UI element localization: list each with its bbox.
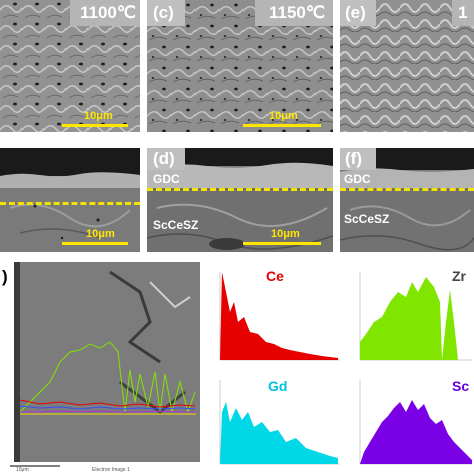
panel-label-f: (f) bbox=[345, 149, 362, 168]
temperature-label-a: 1100℃ bbox=[80, 3, 136, 22]
sc-linescan bbox=[20, 410, 195, 413]
label-box-g: ) bbox=[0, 262, 14, 292]
eds-label-sc: Sc bbox=[452, 378, 470, 394]
eds-label-gd: Gd bbox=[268, 378, 288, 394]
layer-label-gdc-f: GDC bbox=[344, 172, 371, 186]
sem-panel-b: 10μm bbox=[0, 148, 140, 252]
interface-dashed-line-f bbox=[340, 188, 474, 191]
eds-panel-zr: Zr bbox=[346, 262, 474, 368]
panel-label-d: (d) bbox=[153, 149, 175, 168]
scale-bar-c bbox=[243, 124, 321, 127]
eds-panel-ce: Ce bbox=[210, 262, 342, 368]
sem-panel-c: (c) 1150℃ 10μm bbox=[147, 0, 333, 132]
temperature-label-e: 1 bbox=[458, 3, 468, 22]
sem-panel-e: (e) 1 bbox=[340, 0, 474, 132]
layer-label-sccesz-d: ScCeSZ bbox=[153, 218, 199, 232]
eds-chart-ce bbox=[219, 272, 340, 361]
label-box-e: (e) bbox=[340, 0, 376, 26]
temperature-box-a: 1100℃ bbox=[70, 0, 140, 26]
scale-bar-b bbox=[62, 242, 128, 245]
scale-label-b: 10μm bbox=[86, 228, 115, 240]
temperature-box-e: 1 bbox=[452, 0, 474, 26]
scale-text-g: 10μm bbox=[16, 467, 29, 473]
eds-chart-sc bbox=[359, 380, 472, 465]
temperature-box-c: 1150℃ bbox=[255, 0, 333, 26]
gd-linescan bbox=[19, 405, 196, 410]
layer-label-sccesz-f: ScCeSZ bbox=[344, 212, 390, 226]
layer-label-gdc-d: GDC bbox=[153, 172, 180, 186]
sem-panel-d: (d) GDC ScCeSZ 10μm bbox=[147, 148, 333, 252]
interface-dashed-line-d bbox=[147, 188, 333, 191]
sem-panel-a: 1100℃ 10μm bbox=[0, 0, 140, 132]
scale-bar-a bbox=[62, 124, 128, 127]
eds-label-zr: Zr bbox=[452, 268, 466, 284]
sem-panel-f: (f) GDC ScCeSZ bbox=[340, 148, 474, 252]
scale-label-c: 10μm bbox=[269, 110, 298, 122]
scale-label-d: 10μm bbox=[271, 228, 300, 240]
panel-label-e: (e) bbox=[345, 3, 366, 22]
caption-g: Electron Image 1 bbox=[92, 467, 130, 473]
panel-label-g: ) bbox=[2, 267, 8, 286]
label-box-c: (c) bbox=[147, 0, 185, 26]
linescan-image bbox=[0, 262, 200, 474]
eds-chart-gd bbox=[219, 380, 340, 465]
interface-dashed-line-b bbox=[0, 202, 140, 205]
label-box-f: (f) bbox=[340, 148, 376, 170]
label-box-d: (d) bbox=[147, 148, 185, 170]
panel-label-c: (c) bbox=[153, 3, 174, 22]
scale-label-a: 10μm bbox=[84, 110, 113, 122]
linescan-panel: ) 10μm Electron Image 1 bbox=[0, 262, 200, 474]
ce-linescan bbox=[19, 399, 196, 408]
eds-panel-gd: Gd bbox=[210, 372, 342, 474]
temperature-label-c: 1150℃ bbox=[269, 3, 325, 22]
sem-texture-d bbox=[147, 148, 333, 252]
eds-chart-zr bbox=[359, 272, 472, 361]
eds-label-ce: Ce bbox=[266, 268, 284, 284]
eds-panel-sc: Sc bbox=[346, 372, 474, 474]
sem-texture-b bbox=[0, 148, 140, 252]
scale-bar-d bbox=[243, 242, 321, 245]
